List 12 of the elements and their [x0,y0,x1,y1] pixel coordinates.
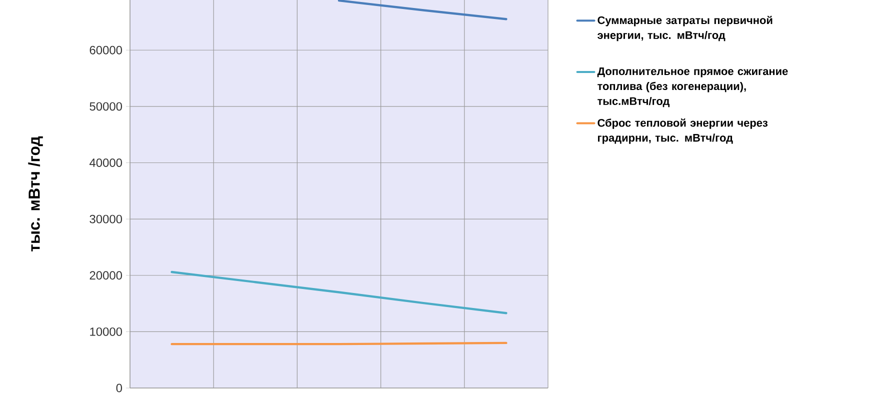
y-tick-label: 20000 [90,271,122,280]
legend-label: Сброс тепловой энергии через градирни, тыс. мВтч/год [598,118,768,144]
y-axis-title: тыс. мВтч /год [28,136,43,252]
legend-label: Суммарные затраты первичной энергии, тыс. мВтч/год [598,16,772,42]
legend-label: Дополнительное прямое сжигание топлива (без когенерации), тыс.мВтч/год [597,67,788,108]
y-tick-label: 60000 [90,46,122,54]
y-tick-label: 0 [116,384,122,392]
y-tick-label: 10000 [90,327,122,336]
y-tick-label: 50000 [90,102,122,111]
y-tick-label: 40000 [90,158,122,167]
y-tick-label: 30000 [90,214,122,224]
line-series [170,270,508,314]
